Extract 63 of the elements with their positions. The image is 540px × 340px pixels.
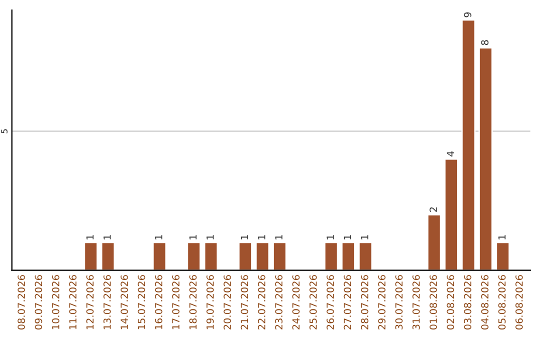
bar [461, 19, 476, 270]
data-label: 1 [155, 235, 162, 240]
x-tick-label: 17.07.2026 [172, 275, 180, 330]
x-tick-label: 15.07.2026 [138, 275, 146, 330]
data-label: 4 [446, 151, 454, 156]
x-tick-label: 28.07.2026 [360, 275, 368, 330]
y-tick-label: 5 [1, 129, 8, 134]
data-label: 9 [464, 12, 472, 18]
x-tick-label: 21.07.2026 [240, 275, 248, 330]
bar [358, 242, 373, 270]
bar [444, 158, 458, 270]
x-tick-label: 01.08.2026 [430, 275, 437, 330]
x-tick-label: 05.08.2026 [498, 275, 506, 330]
x-tick-label: 22.07.2026 [258, 275, 266, 330]
x-tick-label: 12.07.2026 [86, 275, 94, 330]
x-tick-label: 24.07.2026 [292, 275, 300, 330]
x-tick-label: 20.07.2026 [224, 275, 231, 330]
x-tick-label: 14.07.2026 [120, 275, 128, 330]
x-tick-label: 13.07.2026 [103, 275, 111, 330]
bar [478, 47, 493, 270]
x-tick-label: 31.07.2026 [412, 275, 420, 330]
data-label: 1 [206, 235, 214, 240]
bar [152, 242, 167, 270]
bar [255, 242, 270, 270]
x-tick-label: 08.07.2026 [18, 275, 25, 330]
data-label: 1 [258, 235, 266, 240]
data-label: 1 [326, 235, 334, 240]
x-tick-label: 06.08.2026 [515, 275, 523, 330]
bar [341, 242, 356, 270]
x-tick-label: 04.08.2026 [481, 275, 488, 330]
x-tick-label: 16.07.2026 [154, 275, 162, 330]
x-tick-label: 19.07.2026 [206, 275, 214, 330]
x-tick-label: 03.08.2026 [464, 275, 472, 330]
bar [272, 242, 287, 270]
bar [427, 214, 442, 270]
x-tick-label: 25.07.2026 [309, 275, 317, 330]
data-label: 1 [275, 235, 282, 240]
x-tick-label: 26.07.2026 [326, 275, 334, 330]
bar [186, 242, 201, 270]
x-tick-label: 02.08.2026 [446, 275, 454, 330]
x-tick-label: 09.07.2026 [34, 275, 42, 330]
x-tick-label: 27.07.2026 [344, 275, 352, 330]
data-label: 1 [498, 235, 506, 240]
data-label: 1 [104, 235, 111, 240]
bar [100, 242, 116, 270]
data-label: 1 [344, 235, 352, 240]
data-label: 8 [481, 40, 488, 46]
data-label: 1 [240, 235, 248, 240]
bar [324, 242, 338, 270]
bar [84, 242, 98, 270]
data-label: 1 [189, 235, 197, 240]
bar [496, 242, 510, 270]
bar [204, 242, 218, 270]
data-label: 1 [86, 235, 94, 240]
x-tick-label: 10.07.2026 [52, 275, 60, 330]
data-label: 2 [430, 207, 437, 212]
data-label: 1 [361, 235, 368, 240]
bar [238, 242, 252, 270]
x-tick-label: 23.07.2026 [275, 275, 282, 330]
x-tick-label: 30.07.2026 [395, 275, 403, 330]
x-tick-label: 29.07.2026 [378, 275, 386, 330]
x-tick-label: 18.07.2026 [189, 275, 197, 330]
x-tick-label: 11.07.2026 [69, 275, 76, 330]
